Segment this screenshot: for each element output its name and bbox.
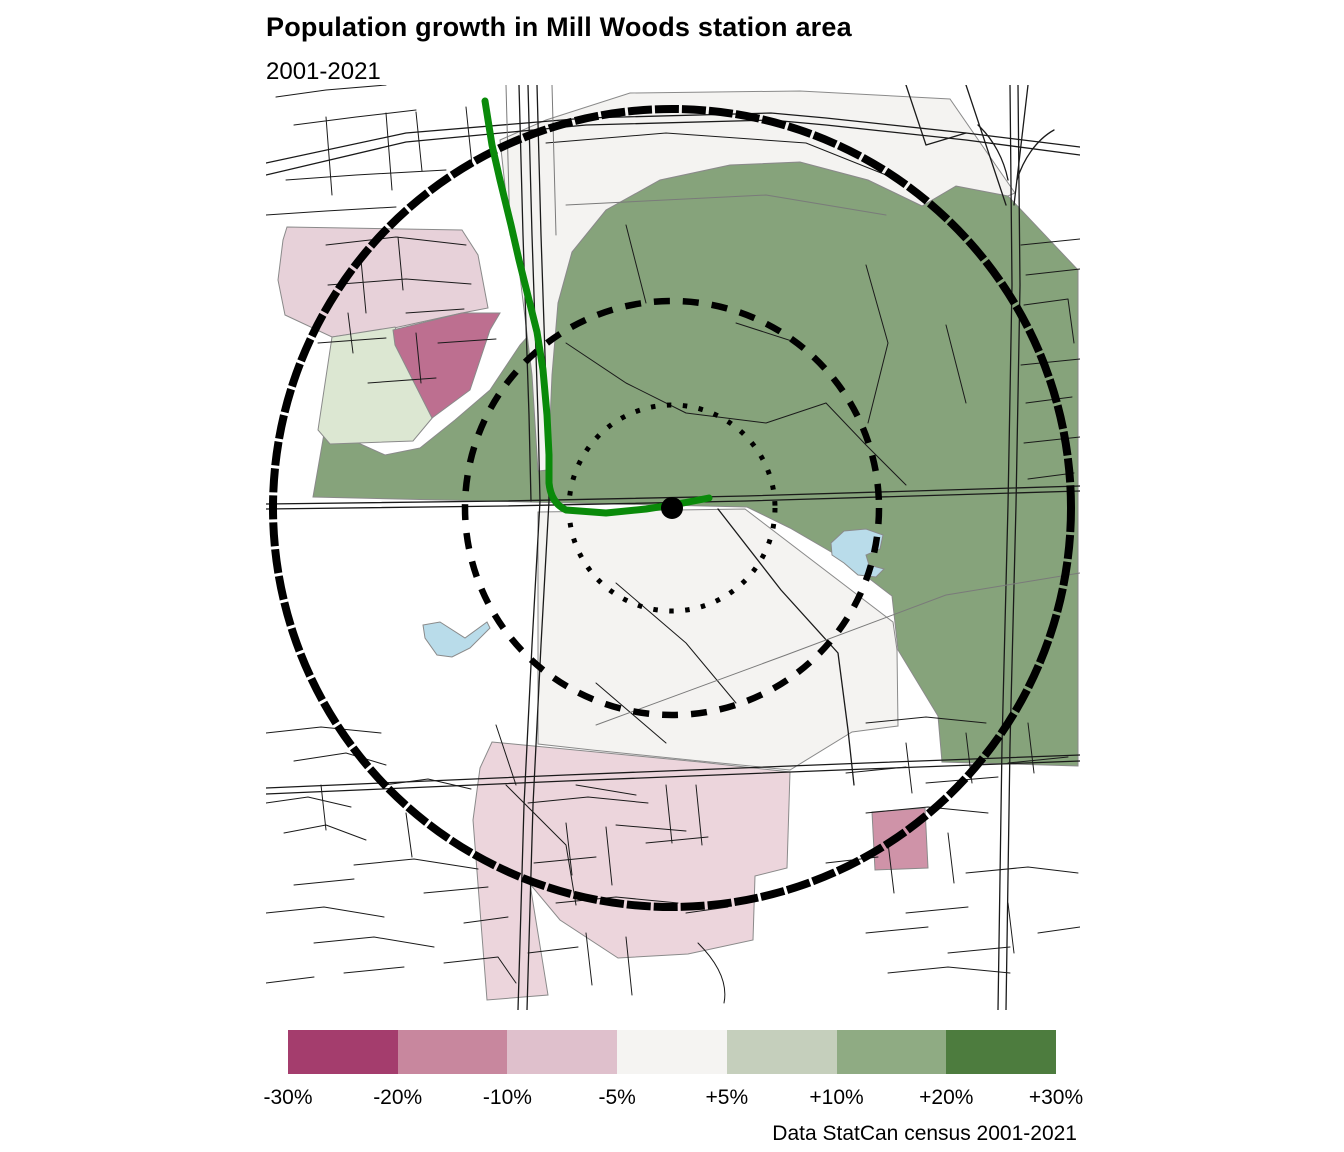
legend-label-8: +30%: [1028, 1086, 1084, 1109]
legend-swatch-5: [726, 1030, 837, 1074]
legend-label-3: -10%: [482, 1086, 532, 1109]
legend-swatch-6: [836, 1030, 947, 1074]
region-neutral-north: [499, 90, 1016, 472]
legend-label-7: +20%: [919, 1086, 974, 1109]
map-canvas: [266, 85, 1080, 1010]
station-dot: [661, 497, 683, 519]
legend-label-1: -30%: [263, 1086, 313, 1109]
legend-swatch-4: [617, 1030, 727, 1074]
pond-west: [422, 621, 491, 658]
lrt-line: [481, 97, 713, 517]
page-subtitle: 2001-2021: [266, 58, 381, 85]
legend-swatch-3: [507, 1030, 618, 1074]
region-decline-high-west: [392, 312, 501, 419]
legend-labels: -30% -20% -10% -5% +5% +10% +20% +30%: [263, 1086, 1083, 1112]
page-title: Population growth in Mill Woods station …: [266, 12, 852, 42]
road-network-secondary: [505, 85, 1080, 726]
census-regions: [277, 90, 1079, 1001]
region-neutral-south: [537, 508, 899, 771]
ring-outer: [269, 105, 1075, 911]
water-bodies: [422, 528, 885, 658]
legend-swatch-7: [946, 1030, 1057, 1074]
legend-label-5: +5%: [705, 1086, 749, 1109]
station-area-map: [266, 85, 1080, 1010]
legend-swatch-1: [288, 1030, 398, 1074]
legend-label-4: -5%: [598, 1086, 636, 1109]
legend-swatch-2: [397, 1030, 508, 1074]
legend-label-6: +10%: [809, 1086, 864, 1109]
ring-middle-dashed: [461, 297, 883, 719]
legend-color-bar: [288, 1030, 1057, 1074]
data-source-caption: Data StatCan census 2001-2021: [772, 1122, 1077, 1145]
legend-label-2: -20%: [373, 1086, 423, 1109]
region-decline-south: [472, 741, 791, 1001]
